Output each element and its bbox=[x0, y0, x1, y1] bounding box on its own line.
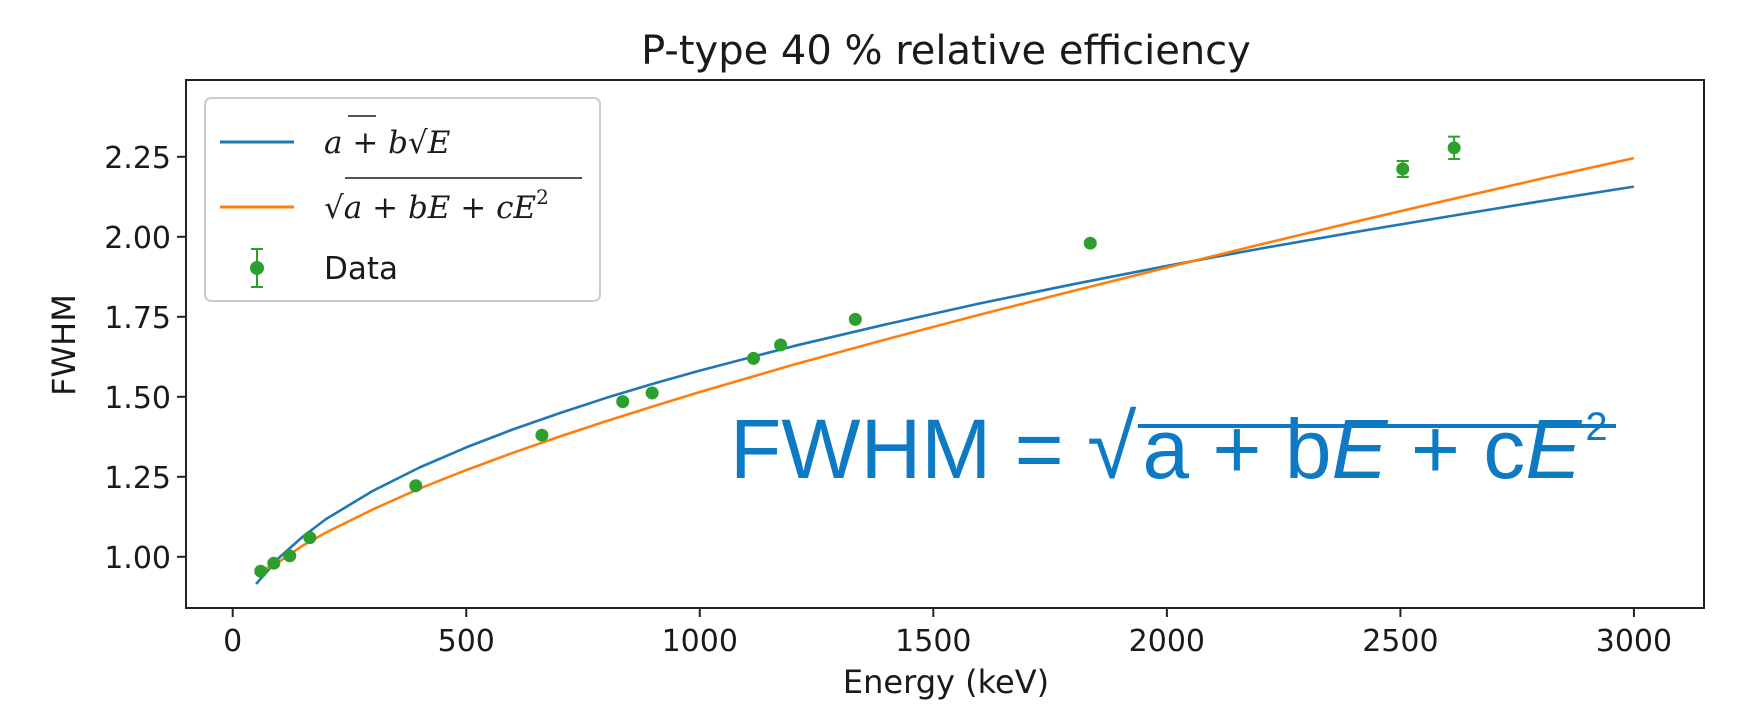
data-point bbox=[254, 564, 268, 578]
y-tick-label: 2.00 bbox=[104, 221, 171, 256]
series-line-0 bbox=[255, 185, 1635, 585]
data-marker bbox=[616, 395, 630, 409]
data-point bbox=[535, 428, 549, 442]
data-marker bbox=[1083, 236, 1097, 250]
data-point bbox=[303, 531, 317, 545]
chart-title: P-type 40 % relative efficiency bbox=[641, 28, 1251, 74]
series-layer bbox=[254, 135, 1635, 585]
data-marker bbox=[409, 479, 423, 493]
data-marker bbox=[848, 312, 862, 326]
data-marker bbox=[645, 386, 659, 400]
x-tick-label: 2500 bbox=[1362, 624, 1438, 659]
y-axis-label: FWHM bbox=[45, 294, 83, 396]
data-marker bbox=[746, 351, 760, 365]
data-point bbox=[1447, 135, 1461, 161]
y-tick-label: 1.50 bbox=[104, 381, 171, 416]
series-line-1 bbox=[255, 156, 1635, 576]
x-tick-label: 1000 bbox=[662, 624, 738, 659]
y-tick-label: 1.75 bbox=[104, 301, 171, 336]
plot-area: 0 500 1000 1500 2000 2500 3000 1.00 1.25 1.50 1.7… bbox=[104, 79, 1705, 659]
y-tick-label: 1.25 bbox=[104, 461, 171, 496]
legend-swatch-marker bbox=[250, 261, 264, 275]
x-tick-label: 0 bbox=[223, 624, 242, 659]
y-tick-label: 2.25 bbox=[104, 141, 171, 176]
x-tick-label: 2000 bbox=[1129, 624, 1205, 659]
data-marker bbox=[774, 338, 788, 352]
data-point bbox=[267, 556, 281, 570]
x-tick-label: 1500 bbox=[895, 624, 971, 659]
data-point bbox=[746, 351, 760, 365]
formula-annotation: FWHM = √a + bE + cE2 bbox=[730, 398, 1616, 498]
data-point bbox=[848, 312, 862, 326]
data-point bbox=[283, 549, 297, 563]
x-tick-label: 3000 bbox=[1596, 624, 1672, 659]
data-marker bbox=[535, 428, 549, 442]
data-point bbox=[409, 479, 423, 493]
legend: a + b√E √a + bE + cE2 Data bbox=[204, 97, 601, 302]
y-tick-label: 1.00 bbox=[104, 541, 171, 576]
data-point bbox=[645, 386, 659, 400]
data-point bbox=[774, 338, 788, 352]
x-axis-ticks: 0 500 1000 1500 2000 2500 3000 bbox=[223, 608, 1672, 659]
data-marker bbox=[283, 549, 297, 563]
formula-text: FWHM = √a + bE + cE2 bbox=[730, 398, 1608, 498]
data-marker bbox=[267, 556, 281, 570]
data-marker bbox=[254, 564, 268, 578]
legend-box bbox=[204, 97, 601, 302]
data-marker bbox=[1396, 162, 1410, 176]
legend-label-0: a + b√E bbox=[324, 125, 451, 161]
data-point bbox=[1083, 236, 1097, 250]
legend-label-1: √a + bE + cE2 bbox=[324, 185, 549, 226]
x-axis-label: Energy (keV) bbox=[843, 663, 1049, 701]
data-point bbox=[616, 395, 630, 409]
y-axis-ticks: 1.00 1.25 1.50 1.75 2.00 2.25 bbox=[104, 141, 186, 576]
x-tick-label: 500 bbox=[438, 624, 495, 659]
data-marker bbox=[1447, 141, 1461, 155]
legend-label-2: Data bbox=[324, 251, 398, 287]
data-point bbox=[1396, 159, 1410, 178]
data-marker bbox=[303, 531, 317, 545]
plot-frame bbox=[185, 79, 1705, 609]
